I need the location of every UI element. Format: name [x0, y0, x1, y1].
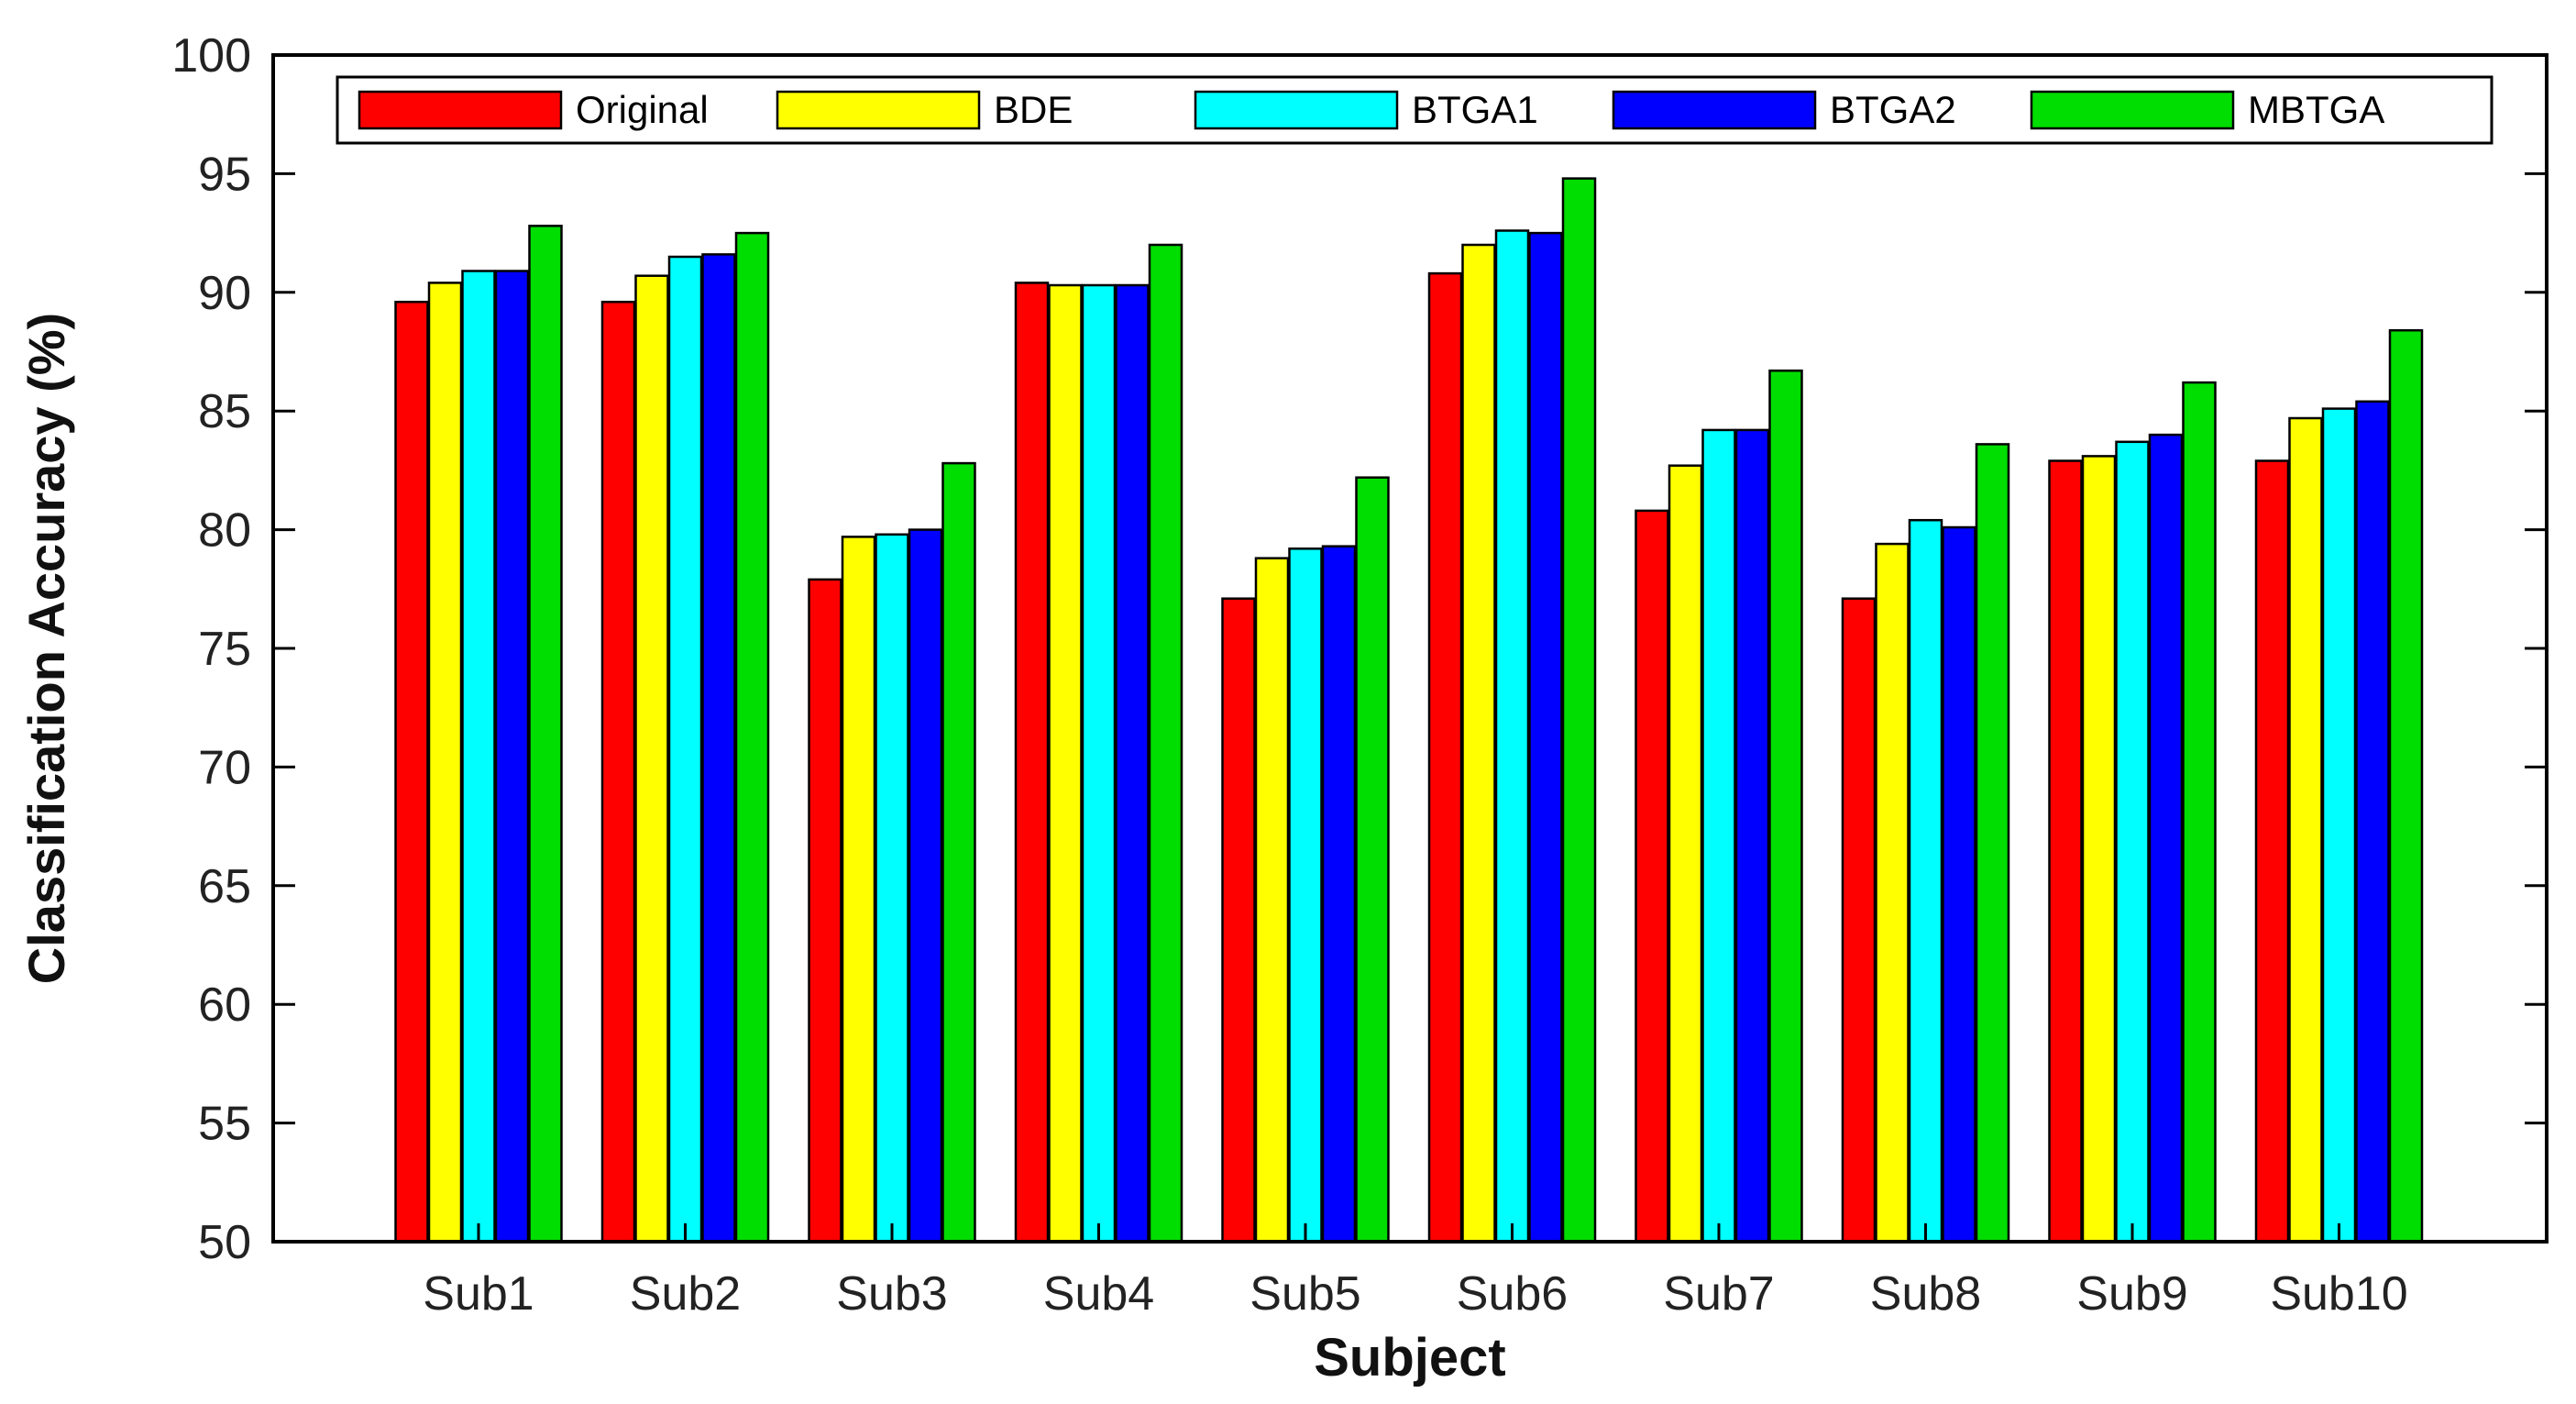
x-tick-label: Sub7 [1663, 1267, 1774, 1321]
y-tick-label: 50 [198, 1216, 251, 1269]
x-tick-label: Sub4 [1043, 1267, 1154, 1321]
bar-btga1-sub5 [1288, 547, 1323, 1244]
bar-btga1-sub4 [1081, 283, 1117, 1244]
y-tick-label: 85 [198, 385, 251, 438]
y-tick-label: 95 [198, 148, 251, 201]
bar-original-sub3 [808, 578, 842, 1244]
bar-original-sub7 [1635, 509, 1669, 1244]
y-tick-label: 100 [171, 29, 251, 83]
legend-label-original: Original [576, 88, 709, 131]
bar-mbtga-sub2 [734, 231, 770, 1244]
bar-btga2-sub1 [494, 270, 530, 1244]
bar-btga2-sub2 [701, 253, 736, 1244]
bar-mbtga-sub8 [1975, 443, 2010, 1244]
legend-swatch-original [358, 90, 563, 130]
y-axis-title: Classification Accuracy (%) [17, 313, 75, 984]
bar-bde-sub5 [1254, 557, 1290, 1244]
x-axis-ticks: Sub1 Sub2 Sub3 Sub4 Sub5 Sub6 Sub7 Sub8 Sub9 Sub1… [423, 1223, 2408, 1321]
bar-btga1-sub6 [1494, 229, 1530, 1244]
bar-btga1-sub8 [1908, 518, 1943, 1244]
bar-bde-sub6 [1461, 243, 1496, 1244]
bar-mbtga-sub4 [1148, 243, 1183, 1244]
y-tick-label: 80 [198, 504, 251, 558]
x-tick-label: Sub5 [1249, 1267, 1360, 1321]
y-tick-label: 70 [198, 741, 251, 794]
x-tick-label: Sub9 [2076, 1267, 2187, 1321]
legend-swatch-bde [776, 90, 981, 130]
bar-btga1-sub2 [667, 255, 703, 1244]
bar-original-sub10 [2254, 459, 2290, 1244]
x-tick-label: Sub1 [423, 1267, 534, 1321]
bar-bde-sub2 [634, 274, 669, 1244]
bar-original-sub2 [600, 300, 636, 1244]
bar-mbtga-sub9 [2182, 381, 2217, 1244]
bar-btga1-sub9 [2115, 440, 2150, 1244]
bar-bde-sub4 [1048, 283, 1083, 1244]
bar-bde-sub7 [1668, 464, 1703, 1244]
bar-bde-sub9 [2081, 455, 2117, 1244]
bar-btga2-sub4 [1115, 283, 1150, 1244]
bar-original-sub4 [1014, 282, 1050, 1244]
y-axis-ticks: 50 55 60 65 70 75 80 85 90 95 100 [171, 29, 2547, 1269]
bar-btga1-sub10 [2321, 407, 2357, 1244]
bar-mbtga-sub1 [528, 225, 563, 1244]
bar-original-sub1 [394, 300, 429, 1244]
legend-label-btga1: BTGA1 [1412, 88, 1538, 131]
bar-original-sub6 [1427, 271, 1463, 1244]
y-tick-label: 90 [198, 267, 251, 320]
bars-group [394, 177, 2424, 1244]
bar-btga2-sub6 [1528, 231, 1563, 1244]
bar-btga2-sub5 [1321, 545, 1357, 1244]
legend-label-mbtga: MBTGA [2248, 88, 2384, 131]
legend-swatch-btga1 [1194, 90, 1399, 130]
bar-mbtga-sub6 [1561, 177, 1597, 1244]
bar-bde-sub3 [841, 536, 876, 1244]
bar-btga2-sub7 [1734, 428, 1770, 1244]
bar-mbtga-sub5 [1355, 476, 1390, 1244]
bar-original-sub8 [1841, 597, 1877, 1244]
bar-btga1-sub1 [461, 270, 496, 1244]
x-tick-label: Sub2 [630, 1267, 741, 1321]
legend-label-btga2: BTGA2 [1830, 88, 1956, 131]
bar-mbtga-sub7 [1768, 369, 1803, 1244]
bar-bde-sub10 [2288, 416, 2323, 1244]
bar-btga1-sub7 [1701, 428, 1736, 1244]
bar-bde-sub8 [1875, 542, 1910, 1244]
legend-swatch-btga2 [1612, 90, 1817, 130]
legend: Original BDE BTGA1 BTGA2 MBTGA [336, 75, 2493, 145]
bar-btga2-sub8 [1942, 525, 1976, 1244]
plot-area-frame [271, 53, 2548, 1244]
x-tick-label: Sub3 [836, 1267, 947, 1321]
bar-btga2-sub3 [908, 528, 943, 1244]
y-tick-label: 65 [198, 860, 251, 913]
x-axis-title: Subject [1314, 1328, 1506, 1387]
bar-original-sub9 [2048, 459, 2083, 1244]
x-tick-label: Sub6 [1457, 1267, 1568, 1321]
y-tick-label: 75 [198, 623, 251, 676]
legend-swatch-mbtga [2030, 90, 2235, 130]
bar-original-sub5 [1221, 597, 1256, 1244]
bar-btga2-sub9 [2148, 433, 2184, 1244]
bar-btga2-sub10 [2355, 400, 2390, 1244]
y-tick-label: 55 [198, 1098, 251, 1151]
bar-btga1-sub3 [875, 533, 909, 1244]
bar-bde-sub1 [427, 282, 463, 1244]
legend-label-bde: BDE [994, 88, 1073, 131]
x-tick-label: Sub8 [1870, 1267, 1981, 1321]
bar-mbtga-sub10 [2388, 328, 2424, 1244]
y-tick-label: 60 [198, 978, 251, 1032]
x-tick-label: Sub10 [2270, 1267, 2407, 1321]
bar-mbtga-sub3 [941, 461, 976, 1244]
